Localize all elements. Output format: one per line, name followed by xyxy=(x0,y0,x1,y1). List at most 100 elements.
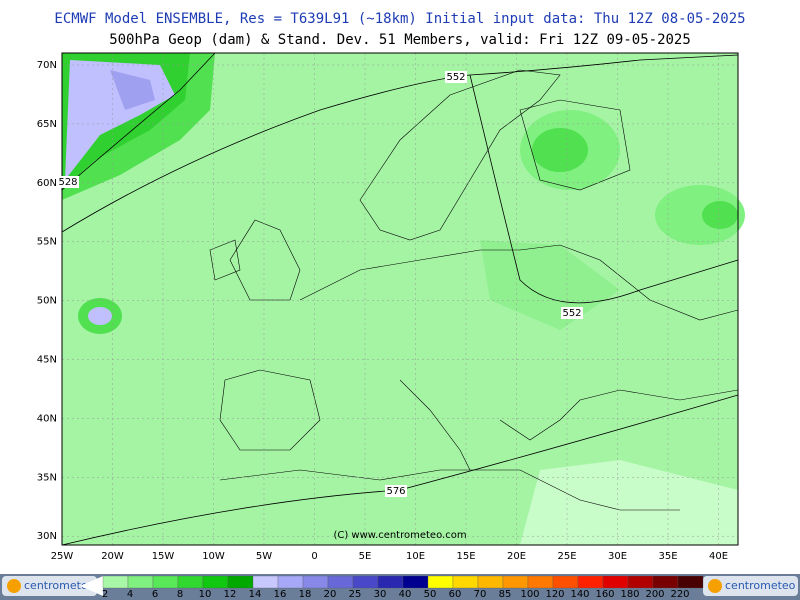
logo-box xyxy=(2,576,97,596)
legend-label: 25 xyxy=(349,589,362,600)
legend-swatch xyxy=(377,575,404,589)
legend-label: 220 xyxy=(670,589,689,600)
legend-swatch xyxy=(552,575,579,589)
legend-label: 2 xyxy=(102,589,108,600)
header-subtitle: 500hPa Geop (dam) & Stand. Dev. 51 Membe… xyxy=(109,32,691,48)
logo-box xyxy=(703,576,798,596)
contour-label-bg xyxy=(57,176,79,188)
lon-label: 10W xyxy=(202,551,225,562)
legend-label: 18 xyxy=(299,589,312,600)
lon-label: 10E xyxy=(406,551,425,562)
coastlines xyxy=(209,69,739,511)
legend-label: 4 xyxy=(127,589,133,600)
legend-swatch xyxy=(127,575,154,589)
legend-swatch xyxy=(252,575,279,589)
lon-label: 15E xyxy=(456,551,475,562)
legend-arrow xyxy=(80,576,103,596)
map-frame xyxy=(61,52,739,546)
legend-label: 50 xyxy=(424,589,437,600)
contour-label-bg xyxy=(445,71,467,83)
legend-swatch xyxy=(202,575,229,589)
legend-label: 140 xyxy=(570,589,589,600)
contour-label: 552 xyxy=(446,72,465,83)
legend-label: 20 xyxy=(324,589,337,600)
legend-swatch xyxy=(177,575,204,589)
legend-label: 14 xyxy=(249,589,262,600)
shade-patch xyxy=(480,240,620,330)
logo-text: centrometeo xyxy=(24,579,95,592)
lat-label: 55N xyxy=(37,237,57,248)
legend-swatch xyxy=(477,575,504,589)
copyright: (C) www.centrometeo.com xyxy=(333,530,466,541)
lon-label: 25E xyxy=(557,551,576,562)
shade-patch xyxy=(655,185,745,245)
legend-swatch xyxy=(352,575,379,589)
lon-label: 40E xyxy=(709,551,728,562)
lon-label: 5W xyxy=(256,551,272,562)
legend-swatch xyxy=(302,575,329,589)
shade-patch xyxy=(88,307,112,325)
legend-swatch xyxy=(227,575,254,589)
legend-swatch xyxy=(502,575,529,589)
legend-swatch xyxy=(602,575,629,589)
legend-label: 16 xyxy=(274,589,287,600)
legend-swatch xyxy=(677,575,704,589)
shade-patch xyxy=(702,201,738,229)
legend-swatch xyxy=(152,575,179,589)
legend-label: 70 xyxy=(474,589,487,600)
legend-swatch xyxy=(427,575,454,589)
legend-label: 100 xyxy=(520,589,539,600)
shade-patch xyxy=(520,460,738,545)
contour-label-bg xyxy=(385,485,407,497)
map xyxy=(61,52,745,546)
lat-label: 65N xyxy=(37,119,57,130)
legend-swatch xyxy=(577,575,604,589)
lon-label: 5E xyxy=(359,551,372,562)
legend-label: 120 xyxy=(545,589,564,600)
legend-swatch xyxy=(402,575,429,589)
contour-label: 552 xyxy=(562,308,581,319)
legend-label: 8 xyxy=(177,589,183,600)
logo-text: centrometeo xyxy=(725,579,796,592)
lon-label: 20W xyxy=(101,551,124,562)
legend-swatch xyxy=(102,575,129,589)
legend-swatch xyxy=(627,575,654,589)
lon-label: 0 xyxy=(311,551,317,562)
header-title: ECMWF Model ENSEMBLE, Res = T639L91 (~18… xyxy=(54,11,745,27)
lat-label: 60N xyxy=(37,178,57,189)
legend-label: 200 xyxy=(645,589,664,600)
legend-swatch xyxy=(652,575,679,589)
legend-label: 10 xyxy=(199,589,212,600)
lon-label: 30E xyxy=(608,551,627,562)
lat-label: 45N xyxy=(37,355,57,366)
legend-swatch xyxy=(452,575,479,589)
shade-patch xyxy=(532,128,588,172)
legend-swatch xyxy=(277,575,304,589)
lon-label: 35E xyxy=(658,551,677,562)
lat-label: 35N xyxy=(37,472,57,483)
lat-label: 50N xyxy=(37,296,57,307)
lat-label: 40N xyxy=(37,413,57,424)
lon-label: 15W xyxy=(152,551,175,562)
legend-swatch xyxy=(327,575,354,589)
lat-label: 70N xyxy=(37,60,57,71)
legend-label: 160 xyxy=(595,589,614,600)
lon-label: 20E xyxy=(507,551,526,562)
legend-label: 12 xyxy=(224,589,237,600)
legend-label: 85 xyxy=(499,589,512,600)
logo-icon xyxy=(7,579,21,593)
legend-swatch xyxy=(527,575,554,589)
legend-label: 40 xyxy=(399,589,412,600)
contour-label: 576 xyxy=(386,486,405,497)
legend-label: 180 xyxy=(620,589,639,600)
lat-label: 30N xyxy=(37,531,57,542)
legend-label: 30 xyxy=(374,589,387,600)
lon-label: 25W xyxy=(51,551,74,562)
shade-patch xyxy=(110,70,155,110)
legend-label: 60 xyxy=(449,589,462,600)
legend-label: 6 xyxy=(152,589,158,600)
contour-label: 528 xyxy=(58,177,77,188)
contour-label-bg xyxy=(561,307,583,319)
logo-icon xyxy=(708,579,722,593)
